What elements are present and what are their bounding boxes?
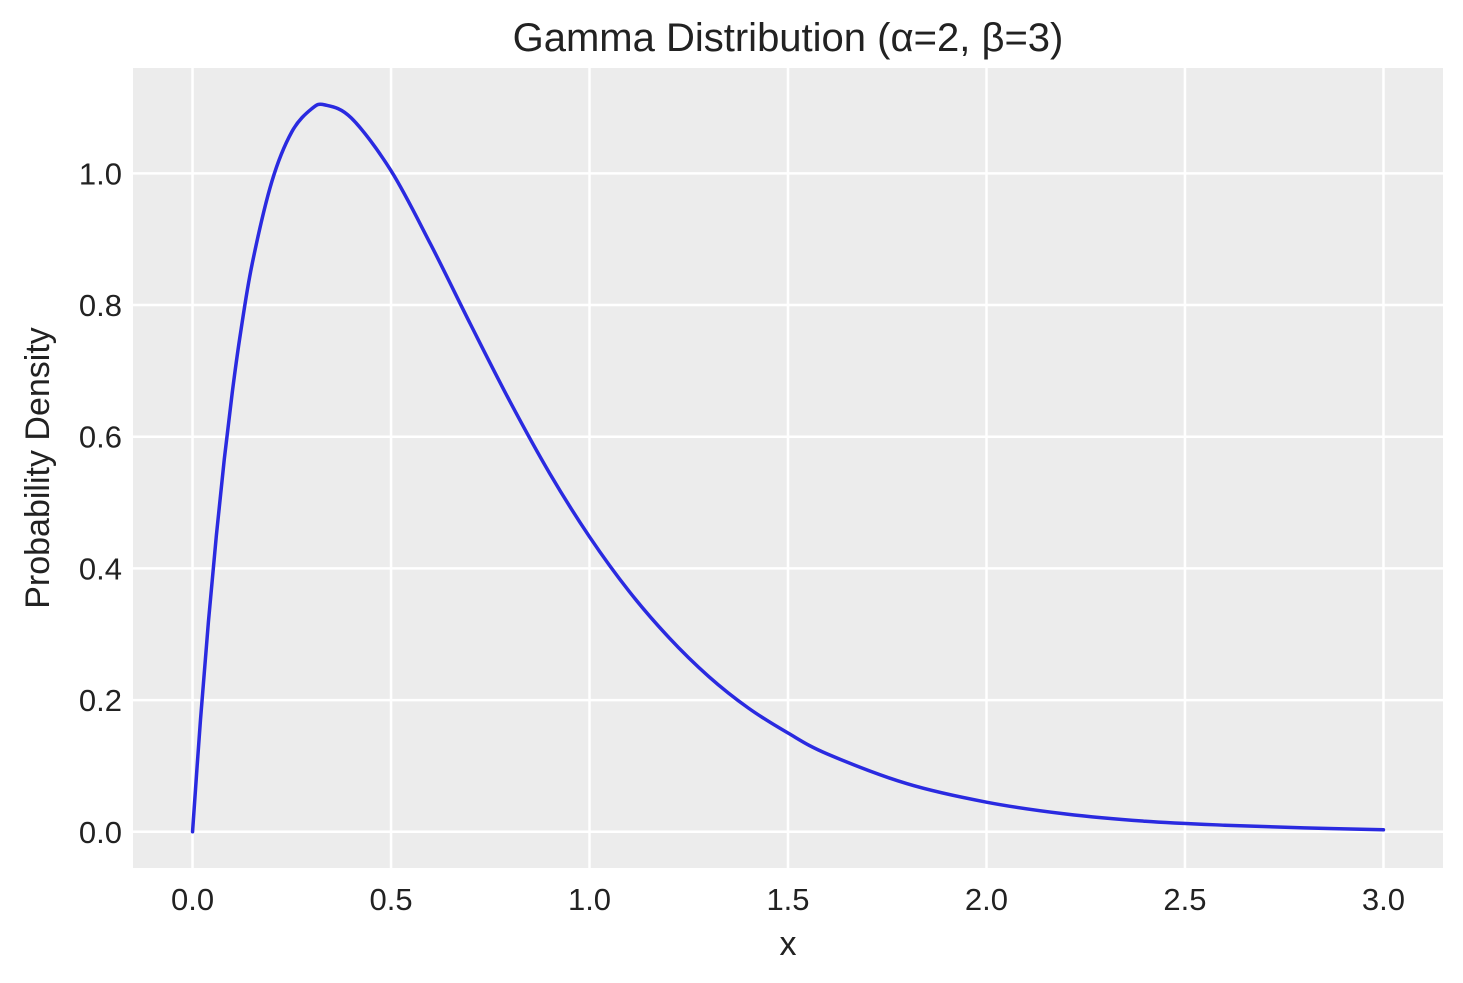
y-tick-label: 1.0 xyxy=(79,156,122,191)
grid xyxy=(133,68,1443,868)
y-tick-label: 0.4 xyxy=(79,551,122,586)
y-axis-ticks: 0.0 0.2 0.4 0.6 0.8 1.0 xyxy=(79,156,122,849)
series-layer xyxy=(190,102,1386,834)
y-tick-label: 0.0 xyxy=(79,815,122,850)
y-axis-label: Probability Density xyxy=(19,327,57,609)
x-axis-ticks: 0.0 0.5 1.0 1.5 2.0 2.5 3.0 xyxy=(171,882,1405,917)
x-tick-label: 1.0 xyxy=(568,882,611,917)
x-tick-label: 2.0 xyxy=(965,882,1008,917)
x-tick-label: 0.5 xyxy=(369,882,412,917)
y-tick-label: 0.8 xyxy=(79,288,122,323)
x-tick-label: 3.0 xyxy=(1362,882,1405,917)
x-axis-label: x xyxy=(780,925,797,963)
y-tick-label: 0.2 xyxy=(79,683,122,718)
chart-title: Gamma Distribution (α=2, β=3) xyxy=(513,16,1064,60)
x-tick-label: 1.5 xyxy=(766,882,809,917)
x-tick-label: 2.5 xyxy=(1163,882,1206,917)
gamma-pdf-line xyxy=(190,102,1386,834)
y-tick-label: 0.6 xyxy=(79,420,122,455)
x-tick-label: 0.0 xyxy=(171,882,214,917)
